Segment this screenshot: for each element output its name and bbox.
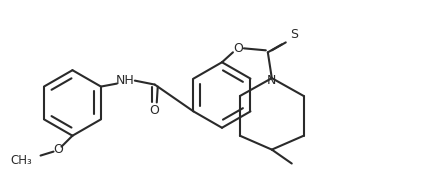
- Text: O: O: [233, 42, 243, 55]
- Text: NH: NH: [115, 74, 134, 87]
- Text: O: O: [149, 104, 159, 117]
- Text: N: N: [267, 74, 277, 87]
- Text: S: S: [290, 28, 298, 41]
- Text: CH₃: CH₃: [11, 154, 33, 167]
- Text: O: O: [54, 143, 63, 156]
